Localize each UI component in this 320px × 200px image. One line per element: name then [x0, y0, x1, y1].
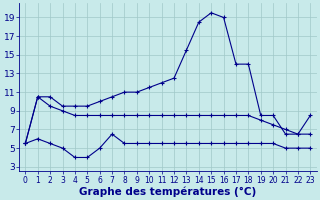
- X-axis label: Graphe des températures (°C): Graphe des températures (°C): [79, 186, 256, 197]
